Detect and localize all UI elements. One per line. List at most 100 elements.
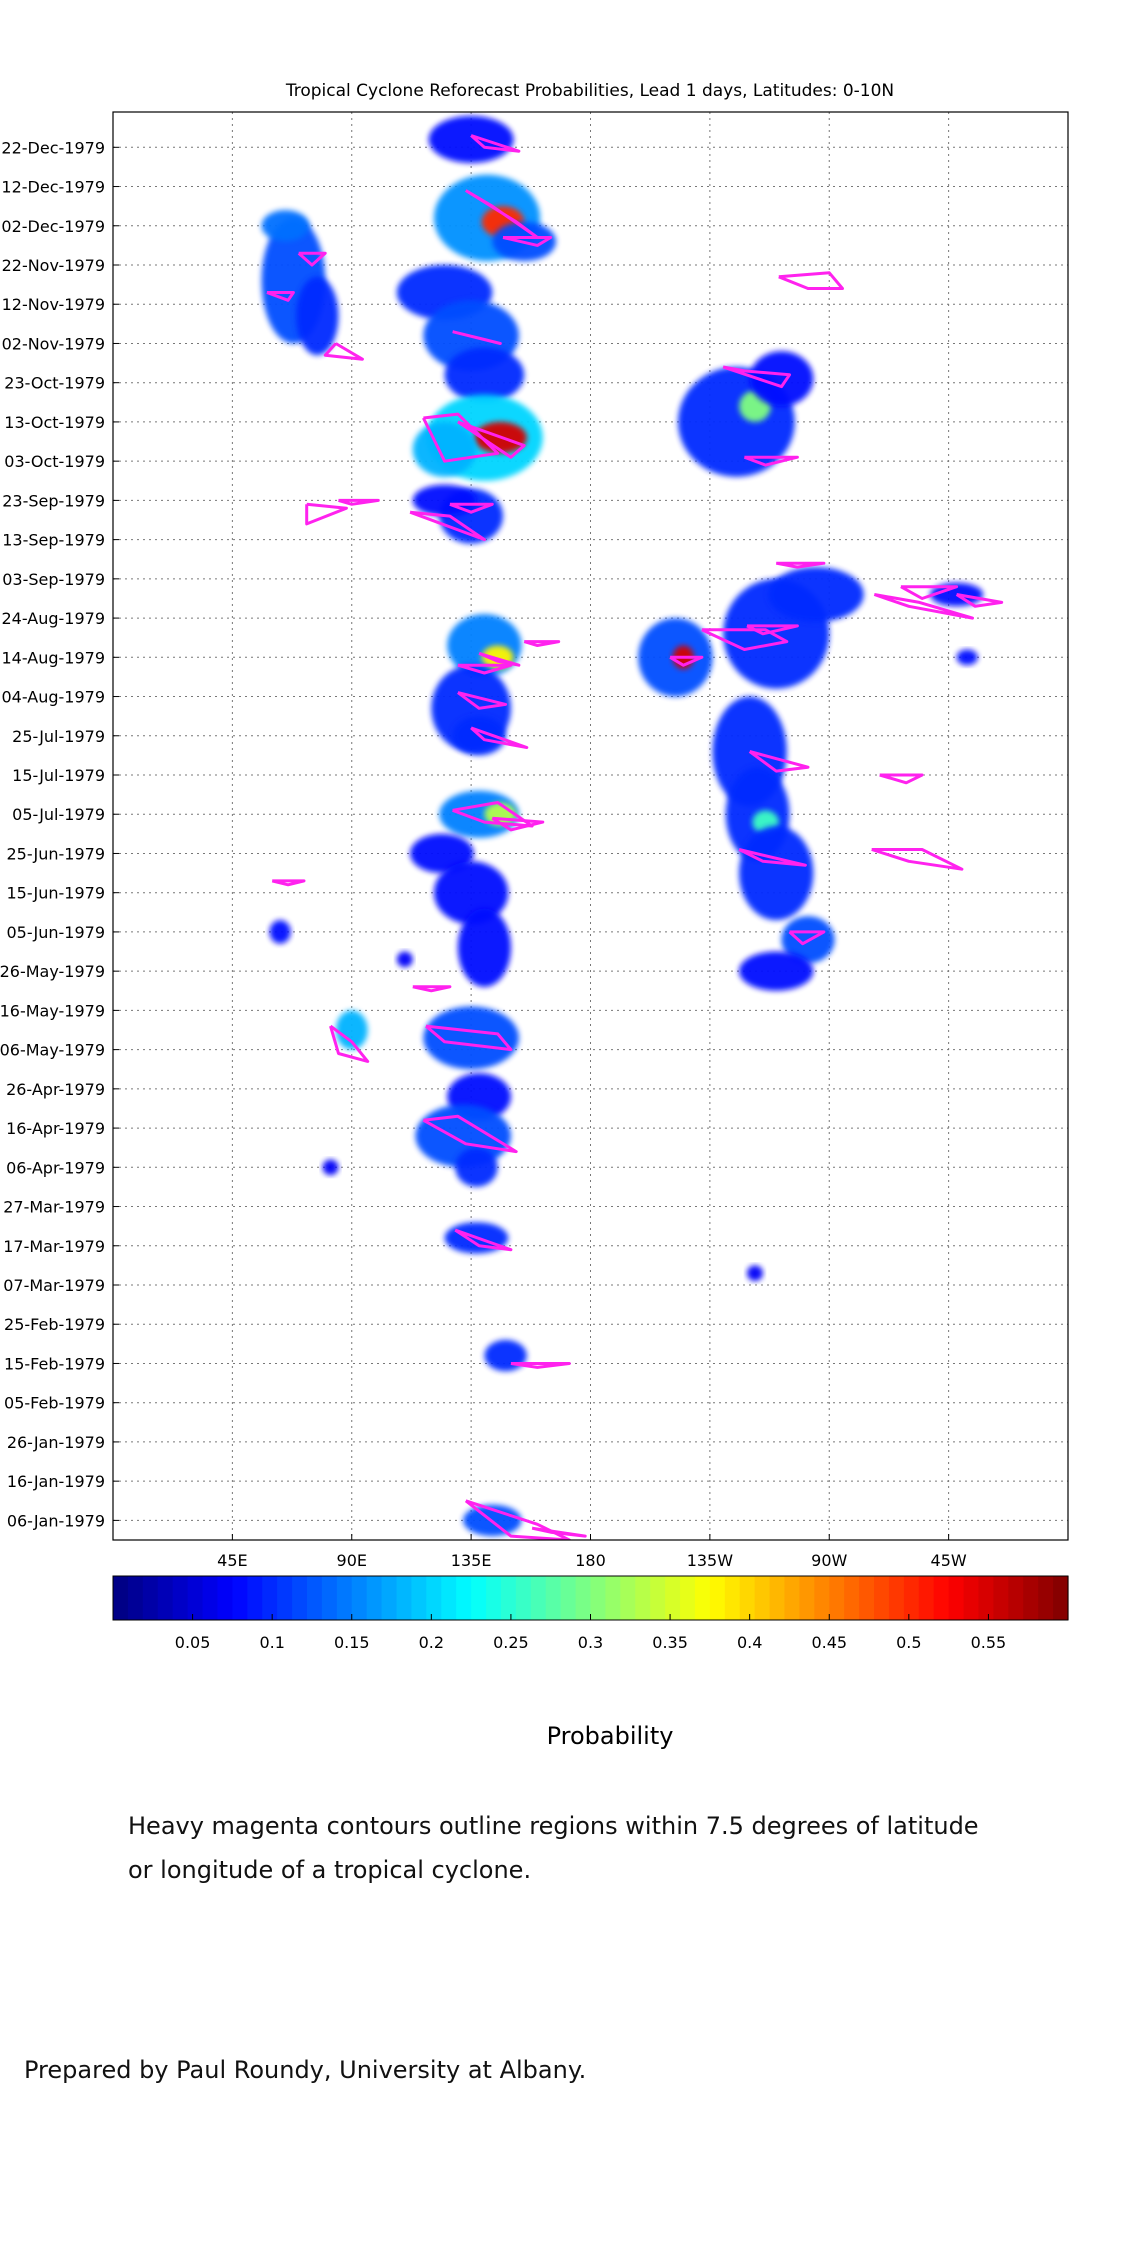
y-tick-label-2: 02-Dec-1979 bbox=[1, 217, 105, 236]
y-tick-label-35: 06-Jan-1979 bbox=[7, 1511, 105, 1530]
colorbar-tick-label-9: 0.5 bbox=[896, 1633, 921, 1652]
colorbar-segment bbox=[247, 1576, 263, 1620]
colorbar-segment bbox=[799, 1576, 815, 1620]
colorbar-tick-label-3: 0.2 bbox=[419, 1633, 444, 1652]
colorbar-segment bbox=[262, 1576, 278, 1620]
y-tick-label-11: 03-Sep-1979 bbox=[2, 570, 105, 589]
probability-region bbox=[739, 826, 814, 921]
y-tick-label-32: 05-Feb-1979 bbox=[4, 1394, 105, 1413]
tc-contour bbox=[722, 365, 791, 389]
probability-region bbox=[428, 115, 514, 163]
colorbar-segment bbox=[769, 1576, 786, 1620]
tc-contour bbox=[271, 879, 306, 887]
y-tick-label-13: 14-Aug-1979 bbox=[1, 648, 105, 667]
y-tick-label-27: 27-Mar-1979 bbox=[3, 1198, 105, 1217]
colorbar-segment bbox=[694, 1576, 711, 1620]
y-tick-label-16: 15-Jul-1979 bbox=[12, 766, 105, 785]
colorbar-segment bbox=[456, 1576, 472, 1620]
colorbar-segment bbox=[575, 1576, 592, 1620]
colorbar-segment bbox=[709, 1576, 726, 1620]
colorbar-segment bbox=[814, 1576, 830, 1620]
tc-contour bbox=[523, 640, 561, 647]
tc-contour bbox=[491, 816, 545, 832]
colorbar-segment bbox=[441, 1576, 457, 1620]
y-tick-label-29: 07-Mar-1979 bbox=[3, 1276, 105, 1295]
colorbar-segment bbox=[232, 1576, 248, 1620]
y-tick-label-14: 04-Aug-1979 bbox=[1, 688, 105, 707]
y-tick-label-15: 25-Jul-1979 bbox=[12, 727, 105, 746]
tc-contour bbox=[338, 498, 380, 506]
colorbar-segment bbox=[426, 1576, 442, 1620]
tc-contour bbox=[457, 691, 508, 710]
y-tick-label-28: 17-Mar-1979 bbox=[3, 1237, 105, 1256]
y-tick-label-1: 12-Dec-1979 bbox=[1, 178, 105, 197]
probability-region bbox=[410, 833, 474, 874]
colorbar-segment bbox=[336, 1576, 353, 1620]
y-tick-label-18: 25-Jun-1979 bbox=[6, 844, 105, 863]
colorbar-segment bbox=[1053, 1576, 1069, 1620]
colorbar-segment bbox=[515, 1576, 532, 1620]
tc-contour bbox=[449, 502, 494, 514]
colorbar-segment bbox=[1038, 1576, 1054, 1620]
probability-regions bbox=[261, 115, 984, 1537]
tc-contour bbox=[457, 663, 513, 675]
y-tick-label-33: 26-Jan-1979 bbox=[7, 1433, 105, 1452]
probability-region bbox=[335, 1010, 368, 1050]
tc-contour bbox=[323, 342, 364, 361]
colorbar-segment bbox=[202, 1576, 219, 1620]
tc-contour bbox=[873, 593, 974, 620]
tc-contour bbox=[788, 930, 826, 946]
tc-contour bbox=[955, 593, 1004, 608]
probability-region bbox=[444, 347, 525, 403]
y-tick-label-25: 16-Apr-1979 bbox=[6, 1119, 105, 1138]
tc-contour bbox=[738, 848, 807, 867]
colorbar-segment bbox=[127, 1576, 144, 1620]
chart-title: Tropical Cyclone Reforecast Probabilitie… bbox=[285, 81, 894, 101]
colorbar-segment bbox=[978, 1576, 994, 1620]
y-tick-label-10: 13-Sep-1979 bbox=[2, 531, 105, 550]
colorbar-segment bbox=[680, 1576, 696, 1620]
tc-contours bbox=[266, 134, 1004, 1540]
tc-contour bbox=[452, 330, 502, 345]
y-tick-label-34: 16-Jan-1979 bbox=[7, 1472, 105, 1491]
colorbar-segment bbox=[590, 1576, 607, 1620]
colorbar-segment bbox=[739, 1576, 756, 1620]
tc-contour bbox=[425, 1024, 513, 1052]
colorbar-segment bbox=[620, 1576, 636, 1620]
colorbar-tick-label-7: 0.4 bbox=[737, 1633, 762, 1652]
colorbar-segment bbox=[157, 1576, 174, 1620]
x-tick-label-1: 90E bbox=[337, 1551, 367, 1570]
tc-contour bbox=[266, 291, 295, 302]
colorbar-segment bbox=[187, 1576, 204, 1620]
y-tick-label-12: 24-Aug-1979 bbox=[1, 609, 105, 628]
colorbar-segment bbox=[142, 1576, 159, 1620]
colorbar-segment bbox=[874, 1576, 890, 1620]
y-tick-label-22: 16-May-1979 bbox=[0, 1001, 105, 1020]
tc-contour bbox=[422, 1114, 518, 1154]
x-axis-ticks: 45E 90E 135E 180 135W 90W 45W bbox=[217, 1534, 967, 1570]
tc-contour bbox=[669, 655, 704, 667]
colorbar-segment bbox=[217, 1576, 233, 1620]
colorbar-segment bbox=[1023, 1576, 1039, 1620]
colorbar-segment bbox=[993, 1576, 1009, 1620]
colorbar-segment bbox=[411, 1576, 427, 1620]
colorbar-segment bbox=[321, 1576, 338, 1620]
colorbar-tick-label-8: 0.45 bbox=[811, 1633, 847, 1652]
colorbar-segment bbox=[784, 1576, 800, 1620]
probability-region bbox=[956, 649, 978, 666]
tc-contour bbox=[743, 455, 799, 467]
y-tick-label-0: 22-Dec-1979 bbox=[1, 138, 105, 157]
tc-contour bbox=[879, 773, 924, 785]
colorbar-segment bbox=[829, 1576, 845, 1620]
probability-region bbox=[296, 276, 339, 356]
colorbar-segment bbox=[888, 1576, 905, 1620]
tc-contour bbox=[454, 1228, 513, 1252]
colorbar-segment bbox=[396, 1576, 413, 1620]
colorbar-segment bbox=[172, 1576, 189, 1620]
colorbar-segment bbox=[844, 1576, 860, 1620]
y-tick-label-26: 06-Apr-1979 bbox=[6, 1158, 105, 1177]
colorbar-tick-label-6: 0.35 bbox=[652, 1633, 688, 1652]
x-tick-label-0: 45E bbox=[217, 1551, 247, 1570]
probability-region bbox=[322, 1159, 339, 1176]
colorbar-segment bbox=[963, 1576, 980, 1620]
